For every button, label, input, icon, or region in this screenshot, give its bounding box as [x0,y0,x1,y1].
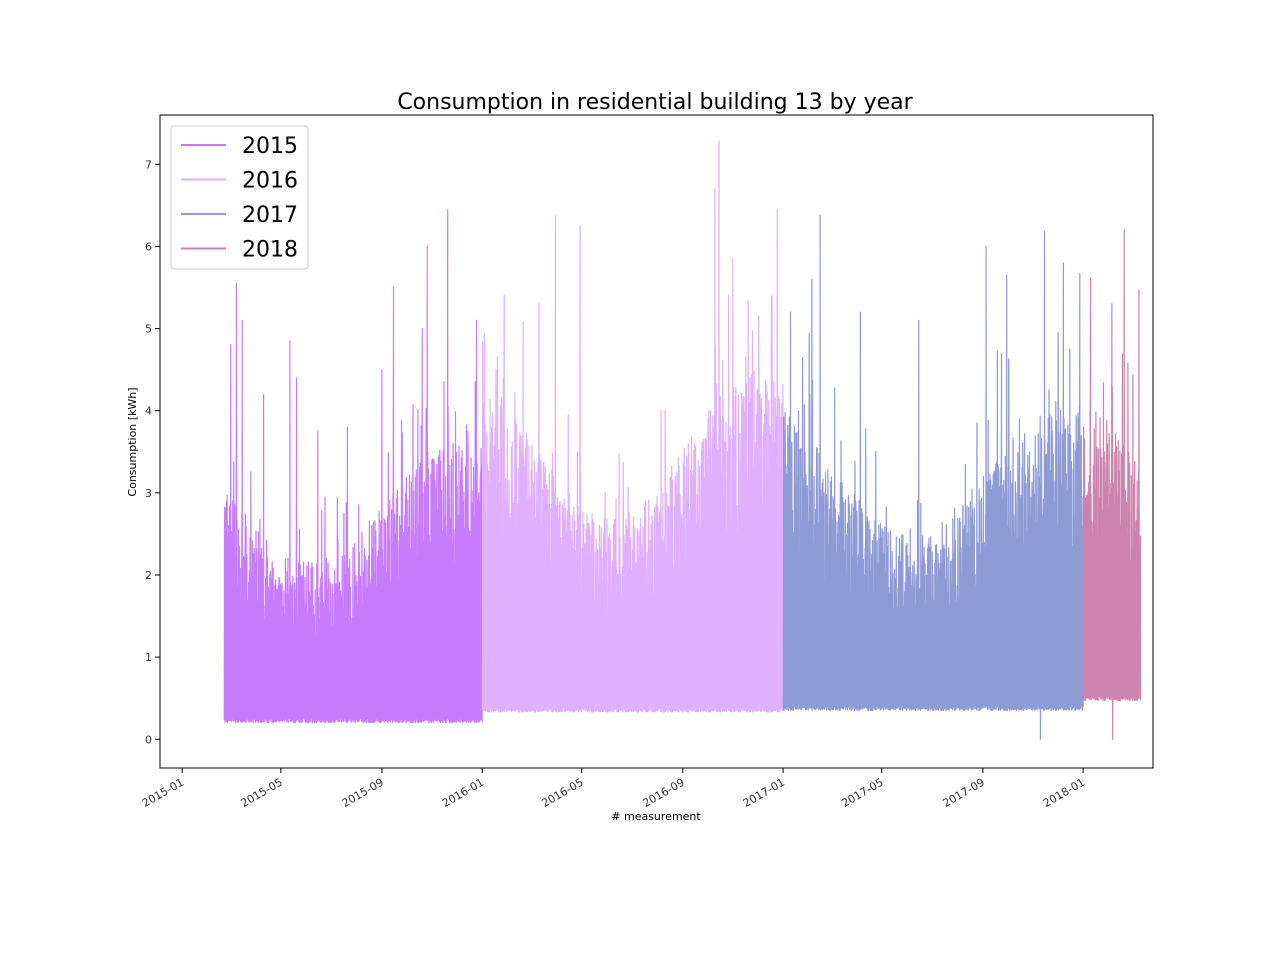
legend: 2015 2016 2017 2018 [170,125,309,270]
series-line-2015 [223,208,483,724]
x-tick-label: 2017-05 [839,776,885,810]
x-tick-label: 2016-05 [539,776,585,810]
series-2017 [782,214,1084,740]
plot-frame [159,114,1154,769]
series-line-2017 [782,214,1084,740]
x-tick-label: 2015-01 [140,776,186,810]
y-tick-label: 1 [145,651,152,664]
y-tick-label: 3 [145,487,152,500]
x-axis-label: # measurement [611,810,701,823]
x-tick-label: 2017-09 [941,776,987,810]
y-axis: 0 1 2 3 4 5 6 7 [145,158,160,746]
y-tick-label: 7 [145,158,152,171]
y-tick-label: 2 [145,569,152,582]
plot-area [223,140,1142,740]
x-tick-label: 2016-01 [440,776,486,810]
legend-box [170,125,309,270]
series-line-2016 [481,140,784,713]
x-tick-label: 2017-01 [741,776,787,810]
chart-title: Consumption in residential building 13 b… [397,90,913,115]
x-tick-label: 2015-09 [340,776,386,810]
y-tick-label: 6 [145,240,152,253]
x-tick-label: 2015-05 [239,776,285,810]
legend-label-2017: 2017 [242,203,298,228]
series-2015 [223,208,483,724]
legend-label-2015: 2015 [242,134,298,159]
series-2016 [481,140,784,713]
y-tick-label: 4 [145,405,152,418]
y-tick-label: 5 [145,323,152,336]
x-tick-label: 2016-09 [640,776,686,810]
series-2018 [1082,229,1142,740]
y-axis-label: Consumption [kWh] [126,387,139,496]
y-tick-label: 0 [145,733,152,746]
x-tick-label: 2018-01 [1041,776,1087,810]
legend-label-2016: 2016 [242,169,298,194]
x-axis: 2015-01 2015-05 2015-09 2016-01 2016-05 2016-… [140,768,1087,810]
series-line-2018 [1082,229,1142,740]
legend-label-2018: 2018 [242,238,298,263]
